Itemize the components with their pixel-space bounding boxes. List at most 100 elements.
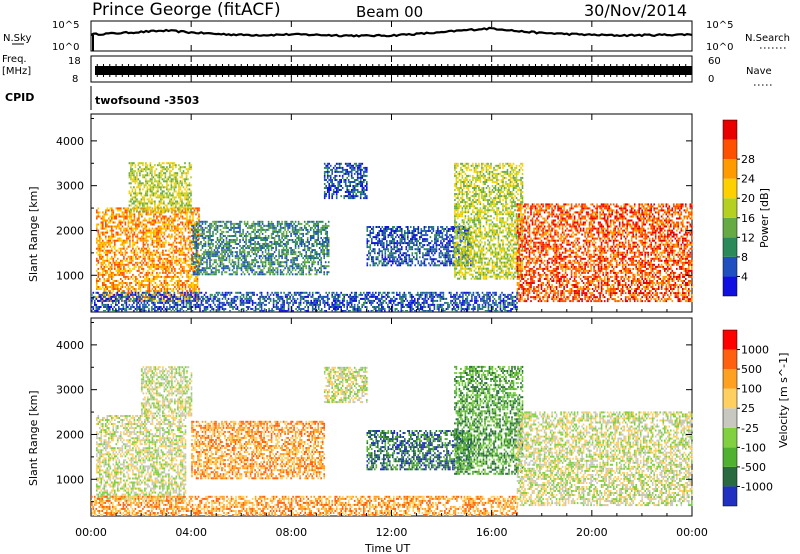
heatmap-cell (315, 243, 318, 245)
heatmap-cell (139, 202, 141, 205)
heatmap-cell (315, 241, 318, 243)
heatmap-cell (102, 223, 104, 226)
heatmap-cell (269, 269, 271, 272)
heatmap-cell (392, 238, 394, 241)
heatmap-cell (209, 257, 211, 260)
heatmap-cell (109, 219, 112, 222)
heatmap-cell (193, 288, 196, 290)
heatmap-cell (302, 269, 304, 272)
heatmap-cell (173, 208, 176, 211)
heatmap-cell (309, 257, 312, 260)
heatmap-cell (299, 267, 301, 270)
heatmap-cell (177, 229, 179, 232)
heatmap-cell (347, 181, 350, 183)
heatmap-cell (321, 239, 324, 241)
heatmap-cell (377, 226, 379, 228)
heatmap-cell (147, 271, 149, 274)
heatmap-cell (423, 234, 426, 237)
heatmap-cell (444, 260, 447, 263)
heatmap-cell (413, 238, 415, 241)
heatmap-cell (154, 231, 157, 234)
heatmap-cell (240, 247, 243, 249)
heatmap-cell (282, 239, 285, 241)
heatmap-cell (108, 263, 110, 266)
heatmap-cell (143, 184, 146, 187)
heatmap-cell (386, 264, 388, 267)
heatmap-cell (435, 250, 438, 253)
heatmap-cell (212, 232, 214, 235)
heatmap-cell (130, 229, 133, 232)
heatmap-cell (231, 235, 234, 237)
heatmap-cell (154, 192, 156, 195)
heatmap-cell (192, 237, 195, 239)
heatmap-cell (242, 245, 244, 247)
heatmap-cell (112, 221, 115, 224)
heatmap-cell (184, 229, 187, 232)
heatmap-cell (139, 239, 142, 242)
heatmap-cell (136, 269, 139, 272)
heatmap-cell (248, 247, 250, 249)
heatmap-cell (320, 257, 322, 260)
heatmap-cell (401, 260, 403, 263)
heatmap-cell (258, 232, 261, 235)
heatmap-cell (269, 241, 271, 243)
heatmap-cell (425, 232, 427, 234)
heatmap-cell (444, 254, 447, 257)
heatmap-cell (195, 284, 197, 286)
heatmap-cell (255, 235, 258, 237)
noise-panel-plot (90, 26, 693, 51)
heatmap-cell (136, 186, 138, 189)
heatmap-cell (340, 166, 342, 169)
heatmap-cell (168, 221, 170, 224)
heatmap-cell (109, 215, 112, 218)
heatmap-cell (180, 284, 182, 286)
heatmap-cell (154, 200, 156, 203)
heatmap-cell (210, 247, 213, 249)
heatmap-cell (225, 247, 228, 249)
heatmap-cell (288, 247, 291, 249)
heatmap-cell (364, 195, 367, 198)
heatmap-cell (168, 269, 170, 272)
heatmap-cell (349, 191, 351, 193)
heatmap-cell (255, 255, 258, 258)
heatmap-cell (120, 209, 122, 212)
heatmap-cell (225, 241, 228, 243)
heatmap-cell (108, 259, 110, 262)
heatmap-cell (159, 245, 161, 248)
heatmap-cell (145, 166, 147, 169)
heatmap-cell (187, 204, 189, 207)
heatmap-cell (120, 292, 122, 295)
heatmap-cell (355, 183, 357, 185)
heatmap-cell (161, 198, 164, 201)
heatmap-cell (347, 195, 350, 198)
heatmap-cell (384, 252, 387, 255)
heatmap-cell (170, 170, 173, 173)
heatmap-cell (111, 255, 113, 258)
heatmap-cell (384, 226, 387, 228)
heatmap-cell (462, 236, 465, 239)
heatmap-cell (257, 222, 259, 225)
heatmap-cell (96, 211, 98, 214)
heatmap-cell (378, 252, 381, 255)
heatmap-cell (156, 255, 158, 258)
heatmap-cell (383, 258, 385, 261)
heatmap-cell (176, 182, 179, 185)
heatmap-cell (300, 228, 303, 231)
heatmap-cell (399, 240, 402, 243)
heatmap-cell (248, 251, 250, 254)
heatmap-cell (163, 257, 166, 260)
heatmap-cell (108, 278, 110, 280)
heatmap-cell (328, 166, 330, 169)
heatmap-cell (317, 235, 319, 237)
heatmap-cell (296, 263, 298, 266)
heatmap-cell (148, 288, 151, 290)
heatmap-cell (206, 265, 208, 268)
heatmap-cell (106, 241, 109, 244)
heatmap-cell (449, 256, 451, 259)
heatmap-cell (349, 185, 351, 187)
heatmap-cell (189, 288, 191, 290)
heatmap-cell (328, 197, 330, 200)
heatmap-cell (160, 174, 162, 177)
heatmap-cell (184, 284, 187, 286)
heatmap-cell (258, 273, 261, 276)
